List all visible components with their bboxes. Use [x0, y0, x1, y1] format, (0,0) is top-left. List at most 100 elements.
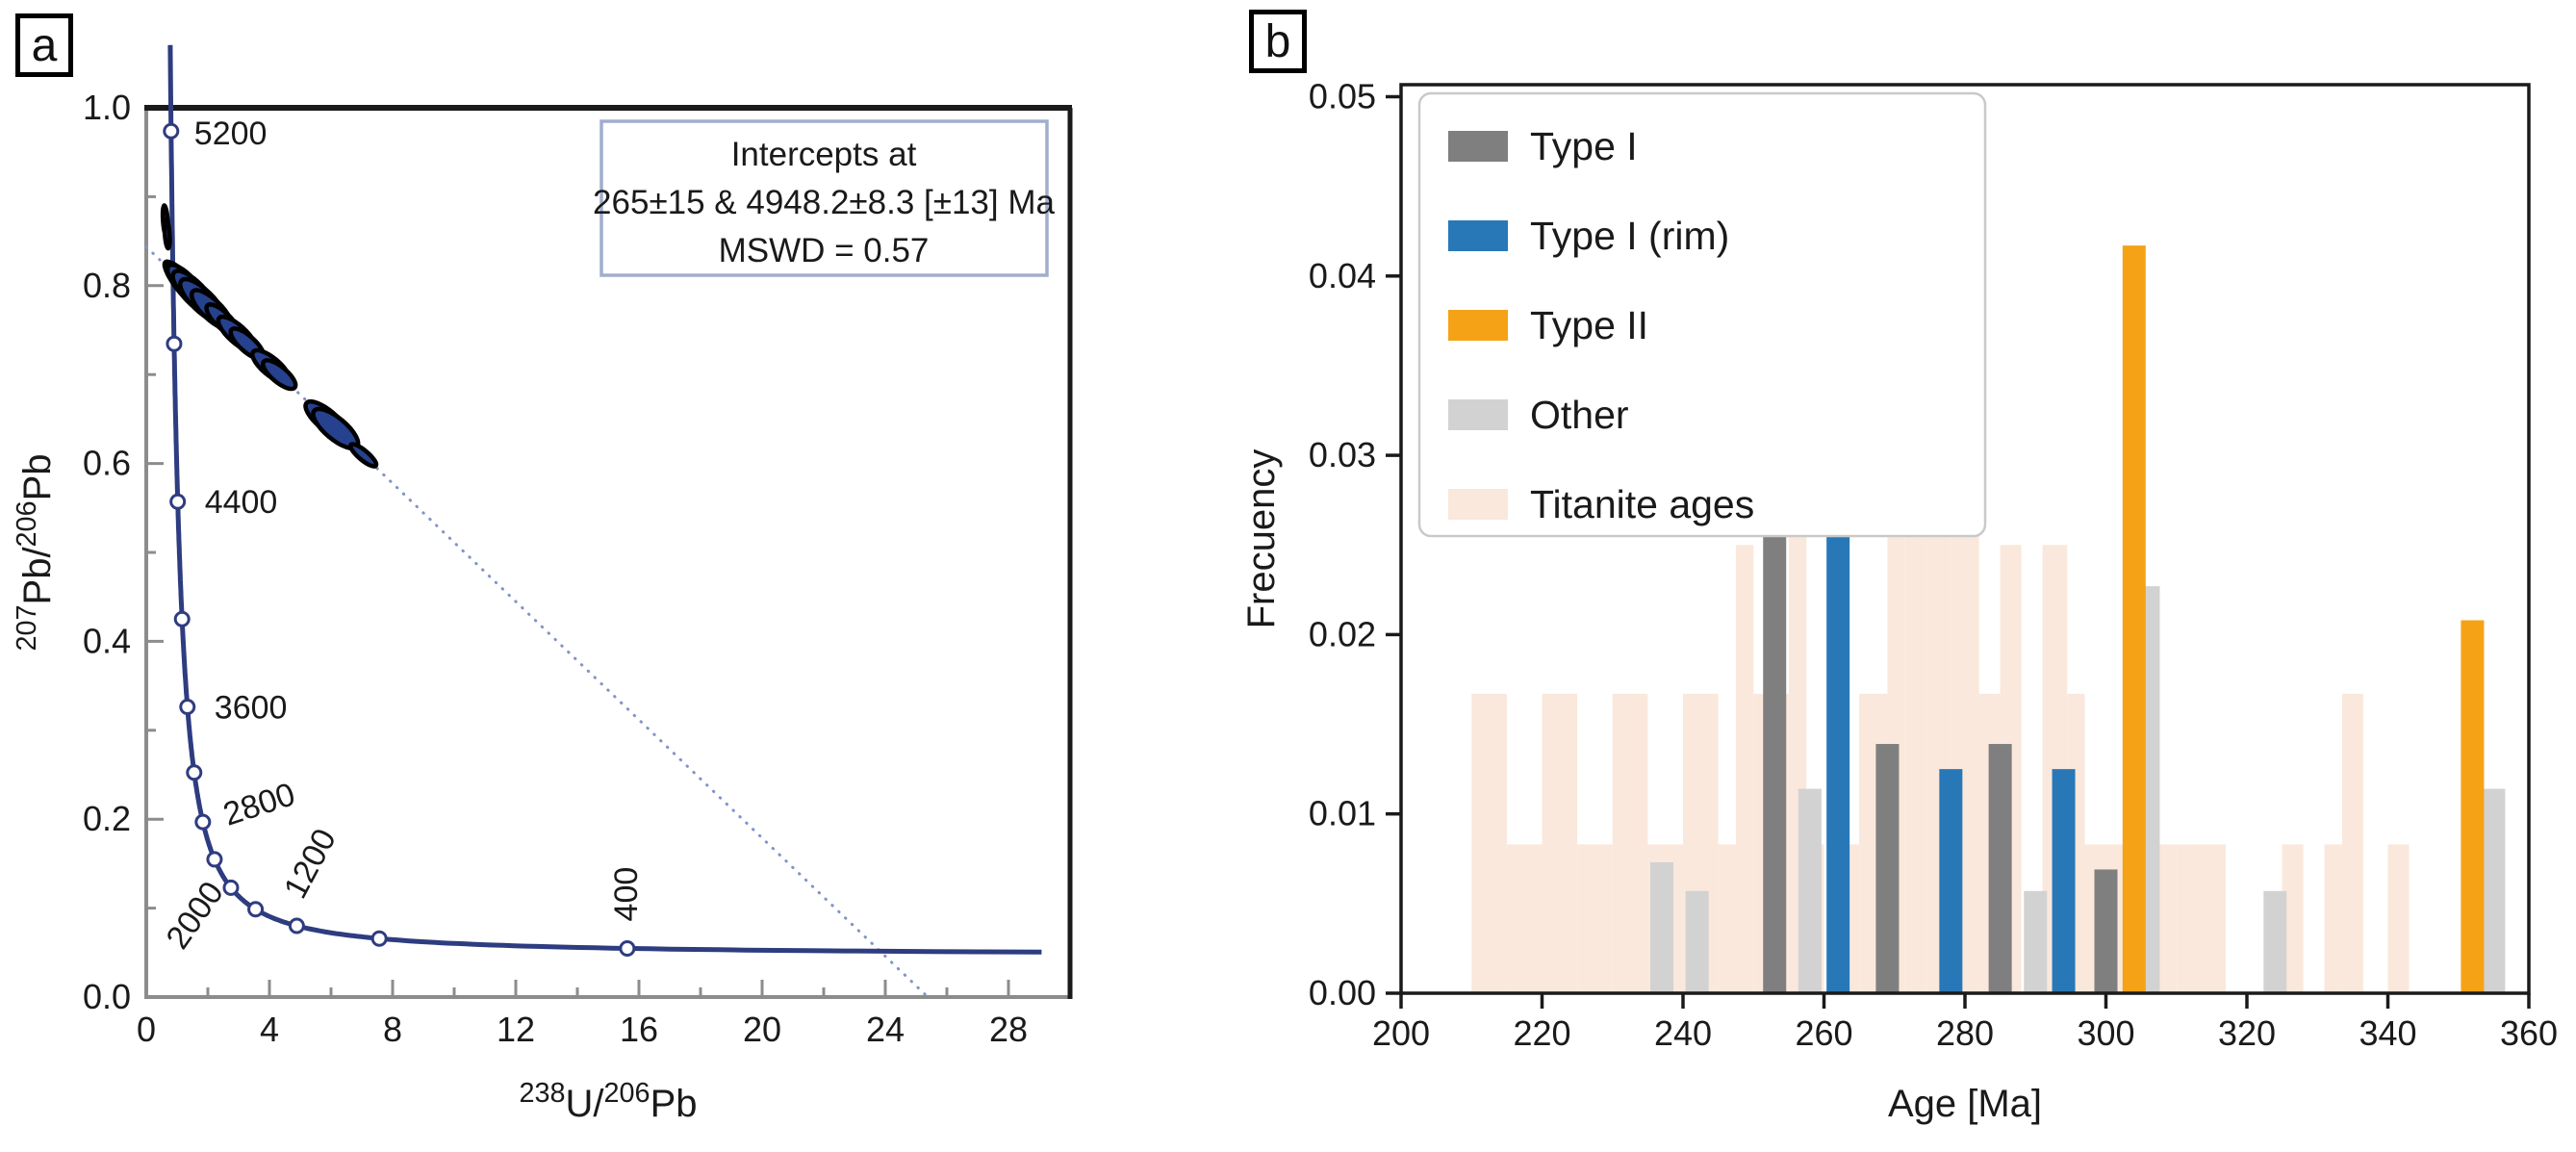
legend-item: Other	[1448, 393, 1629, 437]
concordia-age-marker	[206, 851, 223, 868]
concordia-age-marker	[166, 335, 183, 352]
concordia-age-marker	[194, 813, 212, 831]
concordia-age-marker	[169, 493, 187, 510]
concordia-age-marker	[370, 930, 388, 947]
histogram-bar-titanite	[2176, 844, 2227, 993]
x-tick-label: 24	[866, 1010, 905, 1049]
x-tick-label: 8	[383, 1010, 402, 1049]
concordia-age-marker	[288, 917, 305, 934]
concordia-age-marker	[186, 764, 203, 781]
panel-a-letter: a	[31, 19, 58, 71]
x-tick-label: 240	[1654, 1013, 1712, 1053]
concordia-age-marker	[619, 939, 636, 957]
histogram-bar-titanite	[1577, 844, 1613, 993]
histogram-bar-titanite	[1471, 693, 1507, 993]
y-tick-label: 0.8	[83, 266, 131, 305]
histogram-bar-type-ii	[2122, 245, 2146, 993]
histogram-bar-other	[2482, 788, 2506, 993]
panel-a-letter-box: a	[15, 13, 73, 77]
intercepts-annotation-box	[599, 119, 1049, 277]
histogram-bar-other	[1685, 890, 1709, 993]
concordia-age-marker	[179, 698, 196, 715]
panel-b-letter-box: b	[1249, 10, 1307, 73]
x-tick-label: 20	[743, 1010, 781, 1049]
legend-item: Type II	[1448, 303, 1648, 347]
concordia-age-label: 2800	[219, 776, 300, 833]
histogram-bar-titanite	[1612, 693, 1648, 993]
legend-label: Type II	[1530, 303, 1648, 347]
legend-box	[1417, 91, 1987, 538]
histogram-bar-titanite	[2341, 693, 2363, 993]
y-tick-label: 0.2	[83, 799, 131, 838]
concordia-age-marker	[173, 610, 191, 627]
legend-label: Type I	[1530, 124, 1638, 168]
concordia-age-label: 400	[608, 867, 645, 922]
histogram-bar-titanite	[1506, 844, 1543, 993]
y-tick-label: 0.00	[1309, 973, 1376, 1012]
analysis-error-ellipse	[261, 358, 298, 392]
histogram-bar-type-i-rim-	[1939, 769, 1963, 993]
histogram-bar-type-i	[1988, 744, 2012, 993]
concordia-age-label: 4400	[205, 484, 278, 521]
x-tick-label: 220	[1513, 1013, 1570, 1053]
x-tick-label: 340	[2359, 1013, 2416, 1053]
intercepts-annotation-line: 265±15 & 4948.2±8.3 [±13] Ma	[593, 184, 1055, 221]
y-tick-label: 0.04	[1309, 256, 1376, 295]
histogram-bar-type-i	[1763, 495, 1787, 993]
concordia-diagram: 0 4 8 12 16 20 24 28 0.0 0.2 0.4 0.6 0.8 1.0 238U/206P…	[12, 44, 1073, 1125]
x-tick-label: 200	[1372, 1013, 1430, 1053]
x-tick-label: 260	[1795, 1013, 1852, 1053]
panel-b-letter: b	[1264, 15, 1291, 67]
x-tick-label: 360	[2500, 1013, 2558, 1053]
histogram-bar-type-i	[2094, 869, 2118, 993]
x-tick-label: 4	[260, 1010, 279, 1049]
concordia-age-marker	[163, 122, 180, 140]
histogram-bar-other	[2024, 890, 2048, 993]
analysis-error-ellipse	[162, 217, 172, 251]
age-histogram: 200 220 240 260 280 300 320 340 360 0.00 0.01 0.02 0…	[1240, 77, 2558, 1126]
histogram-bar-titanite	[2282, 844, 2304, 993]
histogram-bar-titanite	[2324, 844, 2342, 993]
legend-item: Type I	[1448, 124, 1638, 168]
legend-swatch	[1448, 399, 1508, 430]
y-axis-title: Frecuency	[1240, 449, 1283, 629]
histogram-bar-type-i-rim-	[2052, 769, 2076, 993]
x-axis-title: 238U/206Pb	[519, 1078, 697, 1125]
x-tick-label: 12	[497, 1010, 535, 1049]
legend-label: Titanite ages	[1530, 482, 1754, 526]
histogram-bar-type-i	[1875, 744, 1900, 993]
legend-label: Type I (rim)	[1530, 214, 1729, 258]
y-tick-label: 0.05	[1309, 77, 1376, 116]
concordia-age-label: 5200	[194, 115, 268, 152]
legend-item: Titanite ages	[1448, 482, 1754, 526]
x-tick-label: 320	[2218, 1013, 2276, 1053]
legend-swatch	[1448, 220, 1508, 251]
concordia-age-label: 3600	[215, 689, 288, 726]
x-tick-label: 16	[620, 1010, 658, 1049]
x-axis-title: Age [Ma]	[1888, 1083, 2042, 1125]
y-tick-label: 0.03	[1309, 435, 1376, 474]
legend-item: Type I (rim)	[1448, 214, 1729, 258]
y-tick-label: 0.4	[83, 621, 131, 660]
legend-swatch	[1448, 489, 1508, 520]
analysis-error-ellipse	[347, 442, 379, 469]
y-tick-label: 1.0	[83, 88, 131, 127]
legend-swatch	[1448, 131, 1508, 162]
histogram-bar-other	[1798, 788, 1822, 993]
y-tick-label: 0.02	[1309, 614, 1376, 653]
y-tick-label: 0.0	[83, 977, 131, 1016]
y-tick-label: 0.6	[83, 444, 131, 483]
concordia-age-marker	[247, 901, 265, 918]
histogram-bar-titanite	[1542, 693, 1578, 993]
intercepts-annotation-line: MSWD = 0.57	[719, 232, 930, 269]
legend-label: Other	[1530, 393, 1629, 437]
x-tick-label: 28	[989, 1010, 1028, 1049]
x-tick-label: 300	[2077, 1013, 2134, 1053]
y-tick-label: 0.01	[1309, 794, 1376, 833]
histogram-bar-titanite	[1718, 844, 1736, 993]
x-tick-label: 280	[1936, 1013, 1994, 1053]
legend-swatch	[1448, 310, 1508, 341]
histogram-bar-titanite	[1735, 545, 1754, 993]
histogram-bar-type-ii	[2461, 620, 2485, 993]
